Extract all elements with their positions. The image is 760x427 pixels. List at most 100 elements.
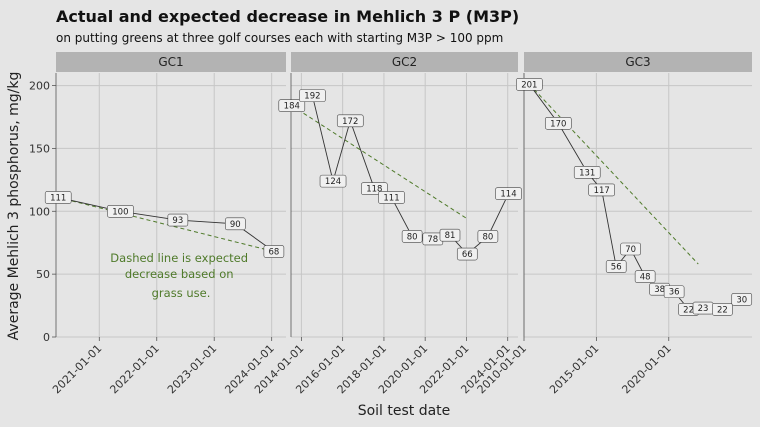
data-label-gc2-192: 192: [304, 92, 320, 102]
data-label-gc1-100: 100: [112, 207, 128, 217]
data-label-gc2-80: 80: [482, 232, 493, 242]
x-tick-label-2021-01-01: 2021-01-01: [50, 342, 104, 396]
data-label-gc2-184: 184: [284, 102, 300, 112]
data-label-gc2-81: 81: [445, 231, 456, 241]
strip-label-gc2: GC2: [392, 55, 417, 69]
data-label-gc3-70: 70: [625, 245, 636, 255]
data-point-gc3-131: 131: [573, 166, 601, 179]
data-label-gc1-90: 90: [230, 220, 241, 230]
data-point-gc3-56: 56: [605, 260, 627, 273]
data-point-gc3-170: 170: [544, 116, 572, 130]
x-tick-label-2015-01-01: 2015-01-01: [547, 342, 601, 396]
data-label-box: [107, 204, 134, 218]
data-label-box: [456, 247, 478, 261]
data-point-gc2-80: 80: [401, 230, 423, 243]
annotation-line-3: grass use.: [152, 286, 211, 300]
data-label-gc3-30: 30: [736, 295, 747, 305]
strip-label-gc1: GC1: [158, 55, 183, 69]
data-label-gc2-114: 114: [500, 190, 516, 200]
expected-line-gc1: [58, 196, 274, 252]
y-tick-label-50: 50: [36, 268, 50, 281]
data-label-box: [278, 99, 306, 112]
chart-subtitle: on putting greens at three golf courses …: [56, 31, 503, 45]
data-point-gc3-48: 48: [634, 270, 656, 283]
data-point-gc3-23: 23: [692, 301, 714, 315]
data-label-box: [336, 114, 364, 128]
data-label-gc3-170: 170: [550, 119, 566, 129]
data-point-gc3-36: 36: [663, 285, 685, 299]
data-point-gc2-172: 172: [336, 114, 364, 128]
annotation-text: Dashed line is expected decrease based o…: [110, 251, 251, 300]
data-label-gc2-78: 78: [427, 235, 438, 245]
data-point-gc3-30: 30: [731, 292, 753, 306]
data-point-gc3-70: 70: [620, 242, 641, 256]
data-label-gc3-22: 22: [717, 305, 728, 315]
data-label-gc1-93: 93: [172, 216, 183, 226]
data-label-box: [44, 191, 72, 204]
data-label-gc2-172: 172: [342, 117, 358, 127]
data-label-box: [378, 191, 405, 204]
data-point-gc3-117: 117: [588, 183, 615, 197]
data-point-gc2-192: 192: [299, 89, 326, 102]
annotation-line-1: Dashed line is expected: [110, 251, 248, 265]
data-label-gc3-117: 117: [594, 186, 610, 196]
data-point-gc1-90: 90: [225, 217, 246, 231]
y-axis-label: Average Mehlich 3 phosphorus, mg/kg: [6, 72, 22, 341]
data-label-gc2-80: 80: [407, 232, 418, 242]
strip-label-gc3: GC3: [625, 55, 650, 69]
data-label-gc3-131: 131: [579, 168, 595, 178]
data-point-gc1-93: 93: [167, 213, 189, 227]
data-label-box: [477, 230, 499, 243]
x-axis-label: Soil test date: [358, 403, 451, 419]
data-label-box: [299, 89, 326, 102]
data-label-box: [225, 217, 246, 231]
strip-gc3: [524, 52, 752, 72]
y-tick-label-200: 200: [29, 80, 50, 93]
data-label-box: [263, 245, 285, 258]
data-label-gc2-66: 66: [462, 250, 473, 260]
data-label-box: [605, 260, 627, 273]
data-label-box: [731, 292, 753, 306]
data-label-gc3-38: 38: [654, 285, 665, 295]
data-label-box: [634, 270, 656, 283]
data-label-box: [401, 230, 423, 243]
strip-gc2: [291, 52, 518, 72]
data-point-gc3-22: 22: [712, 303, 733, 316]
data-point-gc2-66: 66: [456, 247, 478, 261]
data-label-box: [712, 303, 733, 316]
x-tick-label-2020-01-01: 2020-01-01: [619, 342, 673, 396]
data-point-gc2-111: 111: [378, 191, 405, 204]
y-tick-label-150: 150: [29, 142, 50, 155]
data-point-gc3-201: 201: [516, 78, 543, 91]
data-label-gc1-111: 111: [50, 193, 66, 203]
data-label-box: [319, 174, 347, 188]
data-point-gc1-100: 100: [107, 204, 134, 218]
data-label-gc1-68: 68: [268, 248, 279, 258]
data-label-gc2-124: 124: [325, 177, 341, 187]
data-point-gc2-184: 184: [278, 99, 306, 112]
data-label-box: [620, 242, 641, 256]
data-label-gc3-201: 201: [521, 80, 537, 90]
x-tick-label-2023-01-01: 2023-01-01: [165, 342, 219, 396]
data-point-gc1-68: 68: [263, 245, 285, 258]
data-point-gc2-81: 81: [439, 228, 461, 242]
data-label-box: [167, 213, 189, 227]
data-label-box: [663, 285, 685, 299]
panel-gc2: GC22014-01-012016-01-012018-01-012020-01…: [252, 52, 522, 396]
data-label-box: [588, 183, 615, 197]
data-label-box: [516, 78, 543, 91]
data-label-gc3-36: 36: [669, 288, 680, 298]
data-label-gc2-118: 118: [366, 185, 382, 195]
data-label-gc3-22: 22: [683, 305, 694, 315]
data-point-gc1-111: 111: [44, 191, 72, 204]
data-point-gc2-114: 114: [495, 187, 522, 200]
data-label-box: [439, 228, 461, 242]
y-axis: 0 50 100 150 200: [29, 80, 56, 344]
chart-title: Actual and expected decrease in Mehlich …: [56, 7, 519, 26]
data-label-box: [544, 116, 572, 130]
data-label-gc3-23: 23: [698, 304, 709, 314]
